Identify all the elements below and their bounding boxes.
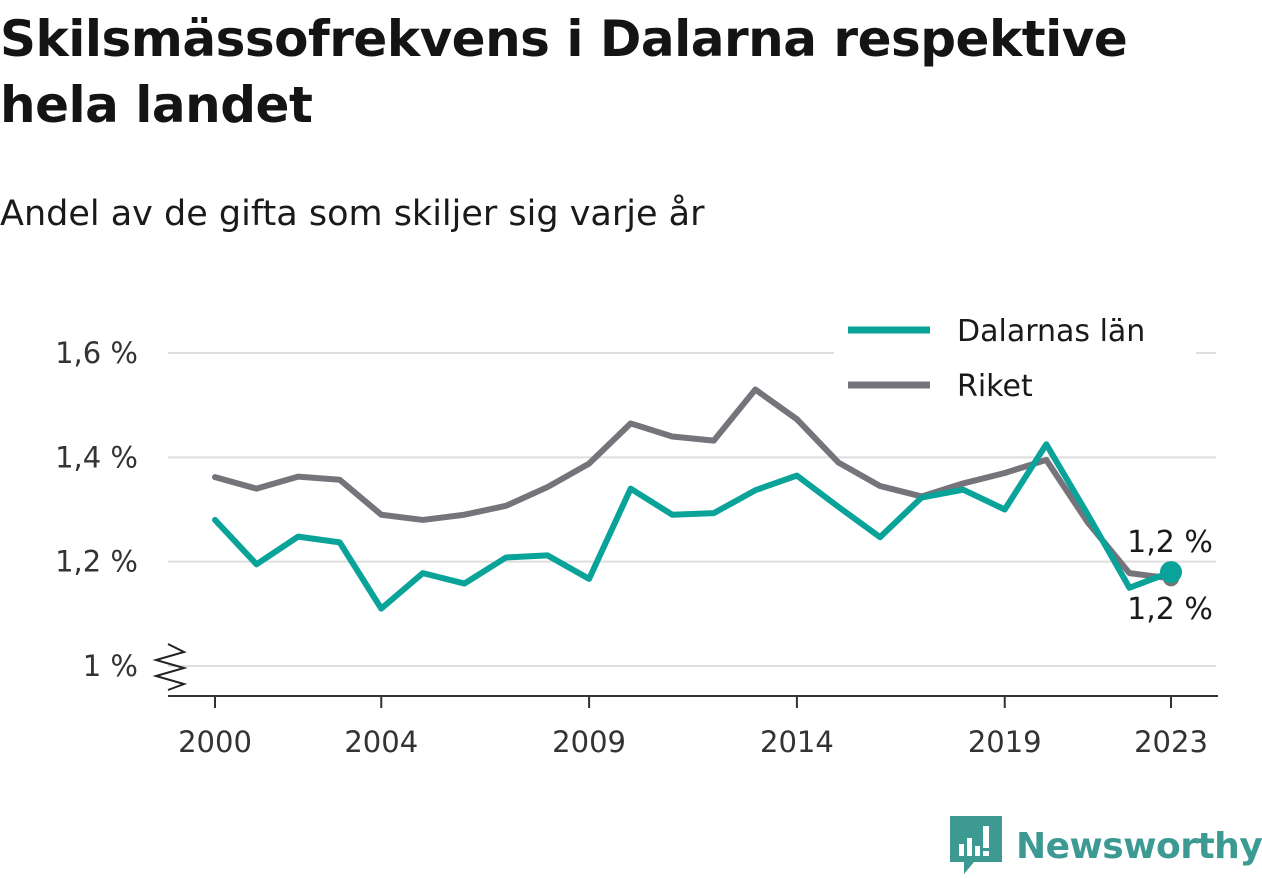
y-tick-label: 1,6 % (55, 336, 138, 370)
legend-background (834, 305, 1196, 415)
y-tick-label: 1 % (83, 649, 138, 683)
line-chart: 1 % 1,2 % 1,4 % 1,6 % 2000 2004 2009 2014 2019 20… (55, 305, 1218, 759)
x-tick-label: 2009 (552, 725, 626, 759)
series-line-dalarnas-l-n (212, 441, 1174, 612)
axes: 1 % 1,2 % 1,4 % 1,6 % 2000 2004 2009 2014 2019 20… (55, 336, 1218, 759)
newsworthy-brand[interactable]: Newsworthy (950, 816, 1262, 876)
y-tick-label: 1,2 % (55, 545, 138, 579)
end-labels: 1,2 % 1,2 % (1127, 525, 1213, 627)
dalarna-end-point (1160, 561, 1182, 584)
dalarna-end-label: 1,2 % (1127, 525, 1213, 560)
x-tick-label: 2014 (760, 725, 834, 759)
series-line-riket (212, 386, 1174, 582)
chart-title: Skilsmässofrekvens i Dalarna respektive … (0, 10, 1128, 134)
newsworthy-logo-icon (950, 816, 1002, 874)
x-tick-label: 2019 (968, 725, 1042, 759)
legend: Dalarnas län Riket (834, 305, 1196, 415)
y-tick-label: 1,4 % (55, 440, 138, 474)
x-tick-label: 2023 (1134, 725, 1208, 759)
x-tick-label: 2004 (344, 725, 418, 759)
riket-end-label: 1,2 % (1127, 592, 1213, 627)
brand-name: Newsworthy (1016, 825, 1262, 867)
series-lines (212, 386, 1182, 612)
y-axis-break-icon (152, 643, 188, 691)
chart-subtitle: Andel av de gifta som skiljer sig varje … (0, 194, 705, 234)
legend-label: Dalarnas län (957, 314, 1145, 349)
legend-label: Riket (957, 369, 1033, 404)
x-tick-label: 2000 (178, 725, 252, 759)
